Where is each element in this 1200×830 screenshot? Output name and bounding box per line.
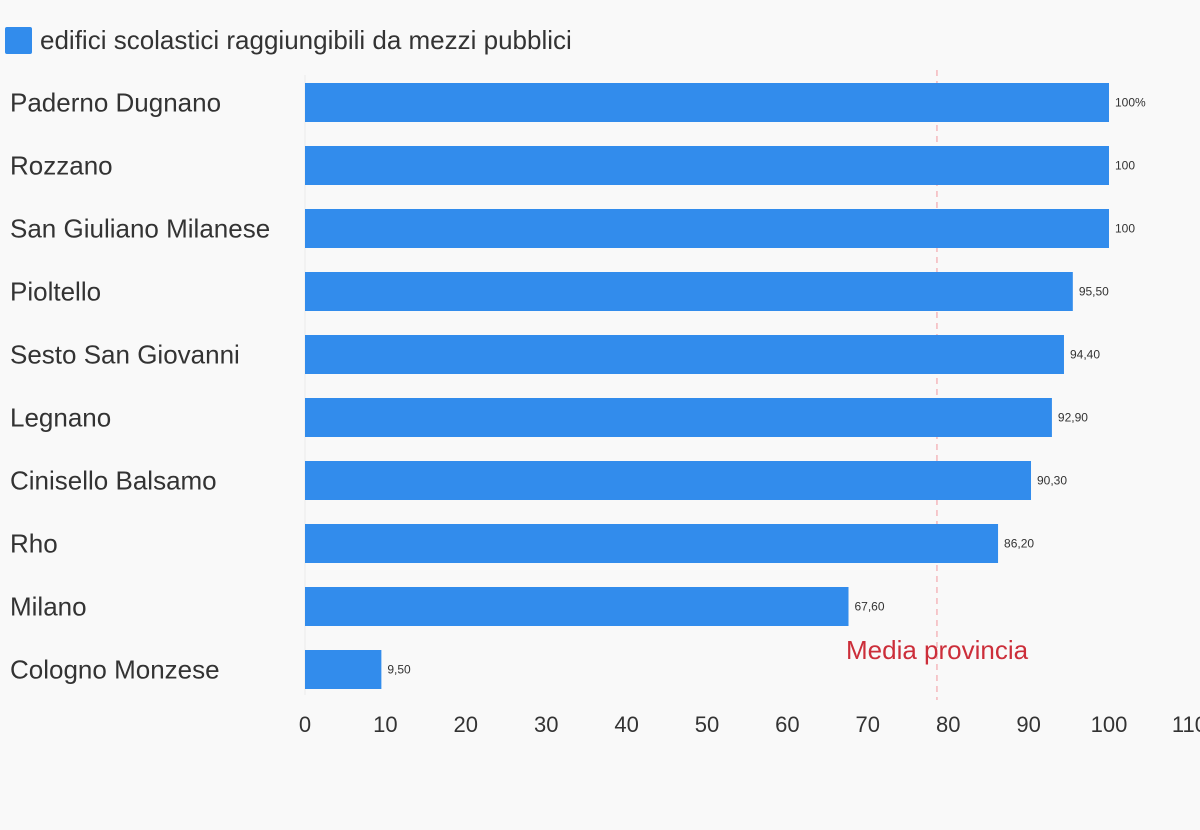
category-label: Cinisello Balsamo xyxy=(10,466,217,496)
bar[interactable] xyxy=(305,524,999,563)
bar-value-label: 94,40 xyxy=(1070,348,1100,362)
bar-value-label: 92,90 xyxy=(1058,411,1088,425)
bar[interactable] xyxy=(305,398,1052,437)
x-tick-label: 0 xyxy=(299,712,311,737)
x-axis: 0 10 20 30 40 50 60 70 80 90 100 110 xyxy=(299,712,1200,737)
bar[interactable] xyxy=(305,83,1109,122)
category-label: Paderno Dugnano xyxy=(10,88,221,118)
bar-value-label: 100% xyxy=(1115,96,1146,110)
bar[interactable] xyxy=(305,146,1109,185)
x-tick-label: 50 xyxy=(695,712,719,737)
category-label: Cologno Monzese xyxy=(10,655,220,685)
x-tick-label: 100 xyxy=(1091,712,1128,737)
bar[interactable] xyxy=(305,209,1109,248)
bar-value-label: 67,60 xyxy=(855,600,885,614)
legend-swatch xyxy=(5,27,32,54)
bar-value-label: 100 xyxy=(1115,222,1135,236)
x-tick-label: 40 xyxy=(614,712,638,737)
bar-value-label: 9,50 xyxy=(387,663,411,677)
category-label: Sesto San Giovanni xyxy=(10,340,240,370)
category-label: San Giuliano Milanese xyxy=(10,214,270,244)
bar-value-label: 90,30 xyxy=(1037,474,1067,488)
bar[interactable] xyxy=(305,650,382,689)
bar[interactable] xyxy=(305,461,1032,500)
x-tick-label: 30 xyxy=(534,712,558,737)
x-tick-label: 10 xyxy=(373,712,397,737)
category-label: Pioltello xyxy=(10,277,101,307)
bar-value-label: 95,50 xyxy=(1079,285,1109,299)
legend-label: edifici scolastici raggiungibili da mezz… xyxy=(40,25,572,55)
x-tick-label: 80 xyxy=(936,712,960,737)
x-tick-label: 20 xyxy=(454,712,478,737)
category-label: Rho xyxy=(10,529,58,559)
x-tick-label: 110 xyxy=(1172,712,1200,737)
category-labels: Paderno Dugnano Rozzano San Giuliano Milan… xyxy=(10,88,270,685)
category-label: Legnano xyxy=(10,403,111,433)
plot-area: 100% 100 100 95,50 94,40 92,90 90,30 86,20 67,60… xyxy=(304,70,1146,700)
bar[interactable] xyxy=(305,272,1073,311)
category-label: Milano xyxy=(10,592,87,622)
bar-value-label: 86,20 xyxy=(1004,537,1034,551)
x-tick-label: 70 xyxy=(856,712,880,737)
bar-value-label: 100 xyxy=(1115,159,1135,173)
bar[interactable] xyxy=(305,335,1064,374)
bar[interactable] xyxy=(305,587,849,626)
chart-legend: edifici scolastici raggiungibili da mezz… xyxy=(5,25,572,56)
reference-line-label: Media provincia xyxy=(846,635,1029,665)
x-tick-label: 90 xyxy=(1016,712,1040,737)
x-tick-label: 60 xyxy=(775,712,799,737)
category-label: Rozzano xyxy=(10,151,113,181)
